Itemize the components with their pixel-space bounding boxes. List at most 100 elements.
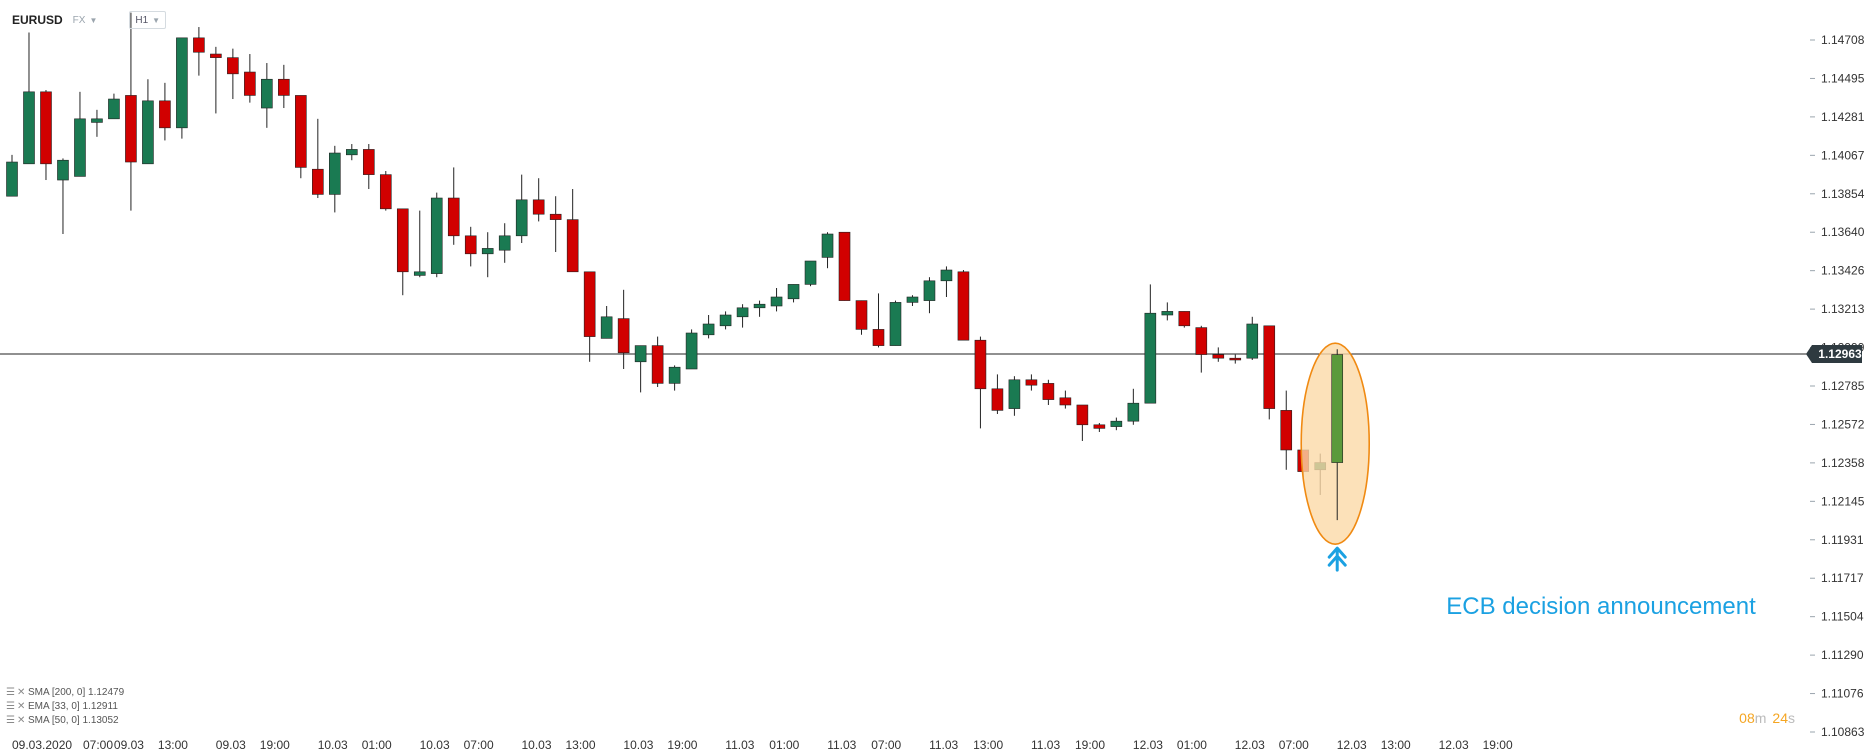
- price-tick-label: 1.13213: [1821, 302, 1865, 316]
- candle-body: [1195, 327, 1208, 355]
- candle-body: [889, 302, 902, 346]
- candle-down: [379, 171, 392, 211]
- candle-body: [600, 316, 613, 339]
- candle-body: [1042, 383, 1055, 400]
- time-axis: 09.03.2020 07:00 09.03 13:00 09.03 19:00 10.03…: [12, 738, 1513, 752]
- current-price-label: 1.12963: [1818, 347, 1862, 361]
- candle-down: [532, 178, 545, 222]
- candle-down: [295, 95, 307, 179]
- candle-up: [57, 158, 69, 235]
- candle-up: [634, 345, 647, 393]
- candle-down: [40, 90, 52, 181]
- candle-up: [142, 79, 154, 165]
- candle-body: [1161, 311, 1174, 316]
- close-icon[interactable]: ✕: [17, 687, 26, 698]
- candle-down: [1025, 374, 1038, 391]
- time-tick-date: 12.03: [1235, 738, 1265, 752]
- time-tick-hour: 07:00: [83, 738, 113, 752]
- candle-body: [498, 235, 511, 251]
- candle-up: [498, 223, 511, 263]
- candle-down: [549, 196, 562, 253]
- candle-body: [142, 100, 154, 165]
- candle-up: [91, 109, 103, 137]
- time-tick-date: 10.03: [522, 738, 552, 752]
- candle-body: [396, 208, 409, 273]
- candle-body: [1331, 354, 1344, 463]
- settings-icon[interactable]: ☰: [6, 701, 15, 712]
- candle-up: [261, 63, 273, 128]
- candle-down: [1178, 311, 1191, 328]
- candle-body: [464, 235, 477, 255]
- timeframe-selector[interactable]: H1 ▼: [129, 11, 167, 29]
- candle-down: [244, 54, 256, 103]
- highlight-candle: [1331, 349, 1344, 521]
- candle-body: [515, 199, 528, 237]
- candle-body: [532, 199, 545, 215]
- candle-body: [617, 318, 630, 354]
- settings-icon[interactable]: ☰: [6, 687, 15, 698]
- timeframe-label: H1: [135, 14, 149, 26]
- candle-body: [821, 233, 834, 258]
- candle-body: [193, 37, 205, 53]
- candle-down: [1076, 404, 1089, 441]
- time-tick-hour: 19:00: [1075, 738, 1105, 752]
- candle-down: [566, 189, 579, 273]
- candle-up: [1110, 417, 1123, 431]
- time-tick-hour: 13:00: [1381, 738, 1411, 752]
- candle-down: [159, 82, 171, 141]
- candle-down: [974, 336, 987, 429]
- candle-body: [261, 78, 273, 109]
- candle-up: [736, 304, 749, 328]
- price-tick-label: 1.11717: [1821, 571, 1864, 585]
- candle-down: [1059, 390, 1072, 409]
- candle-body: [1093, 424, 1106, 429]
- time-tick-date: 09.03: [216, 738, 246, 752]
- candle-body: [345, 149, 358, 156]
- candle-body: [1076, 404, 1089, 426]
- candle-body: [974, 339, 987, 390]
- candle-body: [872, 329, 885, 346]
- time-tick-hour: 19:00: [1483, 738, 1513, 752]
- time-tick-hour: 13:00: [973, 738, 1003, 752]
- candle-up: [719, 311, 732, 330]
- time-tick-hour: 07:00: [464, 738, 494, 752]
- candle-up: [787, 284, 800, 303]
- candle-countdown: 08m 24s: [1739, 710, 1795, 726]
- chart-header: EURUSD FX ▼ H1 ▼: [12, 10, 167, 30]
- time-tick-date: 10.03: [318, 738, 348, 752]
- candle-up: [702, 315, 715, 339]
- candle-up: [1144, 284, 1157, 404]
- indicator-row: ☰ ✕ EMA [33, 0] 1.12911: [6, 700, 124, 714]
- candle-up: [940, 266, 953, 298]
- symbol-label[interactable]: EURUSD: [12, 13, 63, 27]
- candle-down: [1212, 347, 1225, 362]
- close-icon[interactable]: ✕: [17, 701, 26, 712]
- time-tick-hour: 01:00: [769, 738, 799, 752]
- candle-body: [1127, 402, 1140, 422]
- candle-body: [210, 53, 222, 58]
- candle-body: [685, 332, 698, 370]
- chevron-down-icon[interactable]: ▼: [89, 15, 98, 25]
- candle-body: [40, 91, 52, 165]
- settings-icon[interactable]: ☰: [6, 715, 15, 726]
- candle-up: [804, 260, 817, 287]
- candles: [6, 12, 1327, 495]
- price-tick-label: 1.11504: [1821, 610, 1864, 624]
- candle-up: [345, 144, 358, 161]
- candle-up: [481, 232, 494, 278]
- time-tick-date: 11.03: [725, 738, 754, 752]
- candle-down: [1280, 390, 1293, 470]
- candle-down: [1093, 422, 1106, 432]
- candle-body: [634, 345, 647, 363]
- indicator-label: EMA [33, 0] 1.12911: [28, 701, 118, 712]
- candle-body: [1008, 379, 1021, 409]
- indicator-row: ☰ ✕ SMA [50, 0] 1.13052: [6, 714, 124, 728]
- indicator-label: SMA [50, 0] 1.13052: [28, 715, 119, 726]
- candle-down: [872, 293, 885, 348]
- close-icon[interactable]: ✕: [17, 715, 26, 726]
- current-price-badge: 1.12963: [1806, 345, 1862, 364]
- candle-up: [770, 288, 783, 312]
- time-tick-hour: 07:00: [871, 738, 901, 752]
- chevron-down-icon: ▼: [152, 15, 161, 25]
